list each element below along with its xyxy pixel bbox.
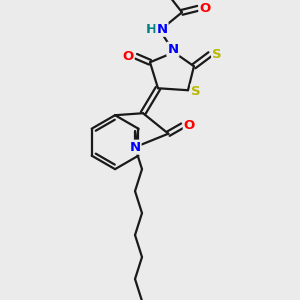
Text: S: S [212, 48, 222, 61]
Text: N: N [167, 43, 178, 56]
Text: S: S [191, 85, 201, 98]
Text: N: N [156, 23, 167, 36]
Text: O: O [122, 50, 134, 63]
Text: H: H [146, 23, 157, 36]
Text: O: O [184, 119, 195, 132]
Text: N: N [130, 141, 141, 154]
Text: O: O [199, 2, 211, 15]
